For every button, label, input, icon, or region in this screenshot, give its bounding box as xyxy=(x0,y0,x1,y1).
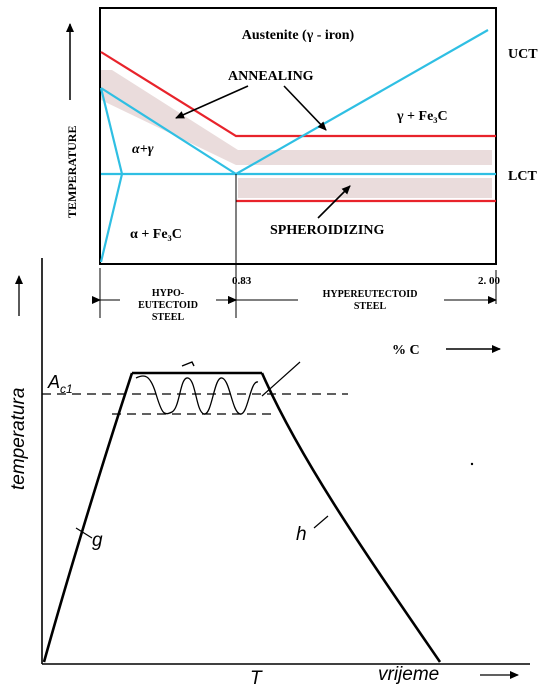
uct-line xyxy=(100,51,496,138)
annealing-label: ANNEALING xyxy=(228,69,314,84)
stray-dot xyxy=(470,462,474,466)
annealing-band xyxy=(101,70,492,165)
spheroidizing-label: SPHEROIDIZING xyxy=(270,223,384,238)
temperature-axis-label: TEMPERATURE xyxy=(65,126,79,218)
hyper-label-bg xyxy=(298,288,444,310)
austenite-label: Austenite (γ - iron) xyxy=(242,28,355,43)
tick-0-83: 0.83 xyxy=(232,275,252,287)
g-leader xyxy=(75,527,93,539)
h-leader xyxy=(313,515,329,529)
heat-treatment-diagram: temperatura Ac1 g h T vrijeme xyxy=(8,258,530,688)
heating-curve xyxy=(42,372,134,663)
carbon-axis-label: % C xyxy=(392,343,420,358)
g-label: g xyxy=(92,530,103,551)
hypo-label-bg xyxy=(120,288,216,318)
time-T-label: T xyxy=(250,668,263,688)
ac1-label: Ac1 xyxy=(47,372,73,396)
cooling-curve xyxy=(260,372,442,663)
hypo-label-line1: HYPO- xyxy=(152,288,184,299)
alpha-gamma-label: α+γ xyxy=(132,142,154,157)
alpha-fe3c-label: α + Fe₃C xyxy=(130,227,182,242)
hyper-label-line2: STEEL xyxy=(354,301,387,312)
small-hook-mark xyxy=(181,361,195,367)
temperatura-label: temperatura xyxy=(8,388,29,490)
annotation-tick xyxy=(261,361,301,397)
process-arrows xyxy=(175,85,351,219)
iron-carbon-diagram: Austenite (γ - iron) α+γ γ + Fe₃C α + Fe… xyxy=(65,7,538,358)
h-label: h xyxy=(296,524,307,545)
oscillation-wave xyxy=(135,375,259,415)
hypo-label-line2: EUTECTOID xyxy=(138,300,198,311)
hyper-label-line1: HYPEREUTECTOID xyxy=(323,289,418,300)
spheroidizing-band xyxy=(238,178,492,198)
tick-2-00: 2. 00 xyxy=(478,275,501,287)
hypo-label-line3: STEEL xyxy=(152,312,185,323)
lct-label: LCT xyxy=(508,169,537,184)
vrijeme-label: vrijeme xyxy=(378,664,439,685)
uct-label: UCT xyxy=(508,47,538,62)
gamma-fe3c-label: γ + Fe₃C xyxy=(396,109,448,124)
